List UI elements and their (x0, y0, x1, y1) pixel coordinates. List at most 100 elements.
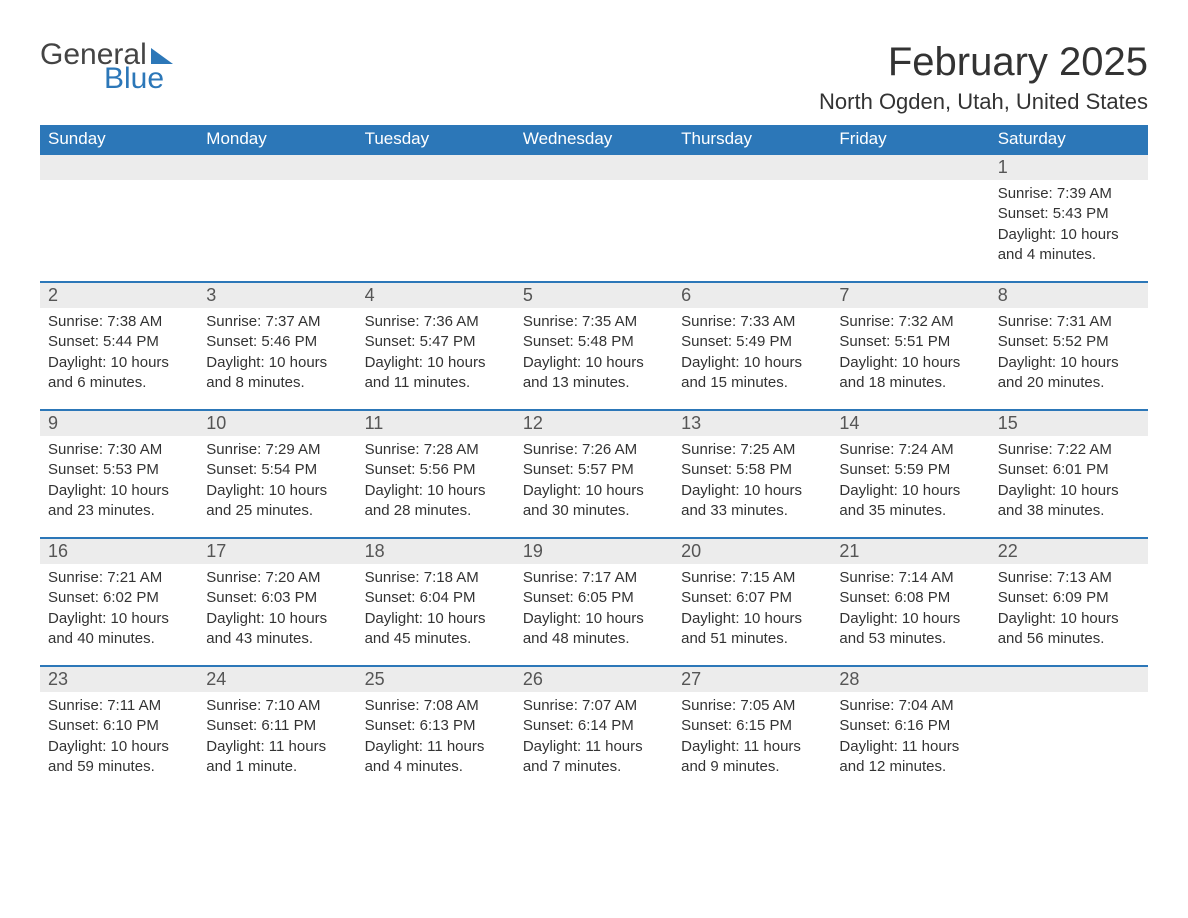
sunset-line: Sunset: 6:15 PM (681, 716, 823, 736)
daylight-line: Daylight: 10 hours and 15 minutes. (681, 353, 823, 394)
daylight-line: Daylight: 10 hours and 38 minutes. (998, 481, 1140, 522)
day-details: Sunrise: 7:25 AMSunset: 5:58 PMDaylight:… (673, 436, 831, 531)
sunrise-line: Sunrise: 7:31 AM (998, 312, 1140, 332)
calendar-empty-cell (673, 154, 831, 282)
sunset-line: Sunset: 6:16 PM (839, 716, 981, 736)
calendar-empty-cell (357, 154, 515, 282)
sunrise-line: Sunrise: 7:24 AM (839, 440, 981, 460)
calendar-day-cell: 22Sunrise: 7:13 AMSunset: 6:09 PMDayligh… (990, 538, 1148, 666)
sunset-line: Sunset: 6:02 PM (48, 588, 190, 608)
day-details: Sunrise: 7:22 AMSunset: 6:01 PMDaylight:… (990, 436, 1148, 531)
day-number: 24 (198, 667, 356, 692)
day-number (515, 155, 673, 180)
weekday-header: Monday (198, 125, 356, 154)
logo: General Blue (40, 40, 173, 94)
calendar-day-cell: 4Sunrise: 7:36 AMSunset: 5:47 PMDaylight… (357, 282, 515, 410)
calendar-day-cell: 18Sunrise: 7:18 AMSunset: 6:04 PMDayligh… (357, 538, 515, 666)
daylight-line: Daylight: 10 hours and 23 minutes. (48, 481, 190, 522)
day-number: 11 (357, 411, 515, 436)
daylight-line: Daylight: 10 hours and 11 minutes. (365, 353, 507, 394)
day-details: Sunrise: 7:20 AMSunset: 6:03 PMDaylight:… (198, 564, 356, 659)
sunrise-line: Sunrise: 7:21 AM (48, 568, 190, 588)
day-number (40, 155, 198, 180)
day-details: Sunrise: 7:35 AMSunset: 5:48 PMDaylight:… (515, 308, 673, 403)
sunrise-line: Sunrise: 7:29 AM (206, 440, 348, 460)
calendar-empty-cell (831, 154, 989, 282)
daylight-line: Daylight: 10 hours and 33 minutes. (681, 481, 823, 522)
calendar-day-cell: 14 Sunrise: 7:24 AMSunset: 5:59 PMDayligh… (831, 410, 989, 538)
weekday-header-row: SundayMondayTuesdayWednesdayThursdayFrid… (40, 125, 1148, 154)
sunrise-line: Sunrise: 7:36 AM (365, 312, 507, 332)
sunset-line: Sunset: 5:57 PM (523, 460, 665, 480)
calendar-week-row: 1Sunrise: 7:39 AMSunset: 5:43 PMDaylight… (40, 154, 1148, 282)
daylight-line: Daylight: 11 hours and 1 minute. (206, 737, 348, 778)
day-number: 21 (831, 539, 989, 564)
calendar-day-cell: 2Sunrise: 7:38 AMSunset: 5:44 PMDaylight… (40, 282, 198, 410)
title-block: February 2025 North Ogden, Utah, United … (819, 40, 1148, 115)
day-number: 4 (357, 283, 515, 308)
day-details: Sunrise: 7:07 AMSunset: 6:14 PMDaylight:… (515, 692, 673, 787)
daylight-line: Daylight: 10 hours and 35 minutes. (839, 481, 981, 522)
sunset-line: Sunset: 5:49 PM (681, 332, 823, 352)
calendar-day-cell: 12Sunrise: 7:26 AMSunset: 5:57 PMDayligh… (515, 410, 673, 538)
day-number (990, 667, 1148, 692)
day-number: 12 (515, 411, 673, 436)
calendar-day-cell: 23Sunrise: 7:11 AMSunset: 6:10 PMDayligh… (40, 666, 198, 794)
sunset-line: Sunset: 6:10 PM (48, 716, 190, 736)
sunset-line: Sunset: 6:14 PM (523, 716, 665, 736)
daylight-line: Daylight: 10 hours and 4 minutes. (998, 225, 1140, 266)
calendar-day-cell: 27Sunrise: 7:05 AMSunset: 6:15 PMDayligh… (673, 666, 831, 794)
day-details: Sunrise: 7:29 AMSunset: 5:54 PMDaylight:… (198, 436, 356, 531)
sunrise-line: Sunrise: 7:13 AM (998, 568, 1140, 588)
daylight-line: Daylight: 11 hours and 7 minutes. (523, 737, 665, 778)
sunrise-line: Sunrise: 7:04 AM (839, 696, 981, 716)
day-details: Sunrise: 7:36 AMSunset: 5:47 PMDaylight:… (357, 308, 515, 403)
sunset-line: Sunset: 6:13 PM (365, 716, 507, 736)
daylight-line: Daylight: 10 hours and 8 minutes. (206, 353, 348, 394)
sunrise-line: Sunrise: 7:35 AM (523, 312, 665, 332)
sunset-line: Sunset: 6:11 PM (206, 716, 348, 736)
daylight-line: Daylight: 10 hours and 18 minutes. (839, 353, 981, 394)
calendar-day-cell: 16Sunrise: 7:21 AMSunset: 6:02 PMDayligh… (40, 538, 198, 666)
day-details: Sunrise: 7:26 AMSunset: 5:57 PMDaylight:… (515, 436, 673, 531)
sunset-line: Sunset: 5:58 PM (681, 460, 823, 480)
daylight-line: Daylight: 11 hours and 12 minutes. (839, 737, 981, 778)
day-number: 18 (357, 539, 515, 564)
sunset-line: Sunset: 5:47 PM (365, 332, 507, 352)
day-details: Sunrise: 7:37 AMSunset: 5:46 PMDaylight:… (198, 308, 356, 403)
day-number: 27 (673, 667, 831, 692)
day-number: 10 (198, 411, 356, 436)
day-number: 14 (831, 411, 989, 436)
day-details: Sunrise: 7:08 AMSunset: 6:13 PMDaylight:… (357, 692, 515, 787)
day-number (357, 155, 515, 180)
day-number: 8 (990, 283, 1148, 308)
sunrise-line: Sunrise: 7:11 AM (48, 696, 190, 716)
calendar-week-row: 23Sunrise: 7:11 AMSunset: 6:10 PMDayligh… (40, 666, 1148, 794)
sunrise-line: Sunrise: 7:15 AM (681, 568, 823, 588)
sunset-line: Sunset: 5:54 PM (206, 460, 348, 480)
daylight-line: Daylight: 10 hours and 6 minutes. (48, 353, 190, 394)
daylight-line: Daylight: 10 hours and 13 minutes. (523, 353, 665, 394)
sunset-line: Sunset: 5:59 PM (839, 460, 981, 480)
day-details: Sunrise: 7:33 AMSunset: 5:49 PMDaylight:… (673, 308, 831, 403)
weekday-header: Thursday (673, 125, 831, 154)
day-number (198, 155, 356, 180)
calendar-day-cell: 21Sunrise: 7:14 AMSunset: 6:08 PMDayligh… (831, 538, 989, 666)
daylight-line: Daylight: 10 hours and 25 minutes. (206, 481, 348, 522)
calendar-day-cell: 10Sunrise: 7:29 AMSunset: 5:54 PMDayligh… (198, 410, 356, 538)
calendar-day-cell: 13Sunrise: 7:25 AMSunset: 5:58 PMDayligh… (673, 410, 831, 538)
sunrise-line: Sunrise: 7:17 AM (523, 568, 665, 588)
sunset-line: Sunset: 5:43 PM (998, 204, 1140, 224)
sunset-line: Sunset: 5:46 PM (206, 332, 348, 352)
day-details: Sunrise: 7:04 AMSunset: 6:16 PMDaylight:… (831, 692, 989, 787)
sunrise-line: Sunrise: 7:22 AM (998, 440, 1140, 460)
calendar-day-cell: 5Sunrise: 7:35 AMSunset: 5:48 PMDaylight… (515, 282, 673, 410)
daylight-line: Daylight: 10 hours and 45 minutes. (365, 609, 507, 650)
calendar-day-cell: 9Sunrise: 7:30 AMSunset: 5:53 PMDaylight… (40, 410, 198, 538)
calendar-empty-cell (515, 154, 673, 282)
day-number (831, 155, 989, 180)
day-details: Sunrise: 7:13 AMSunset: 6:09 PMDaylight:… (990, 564, 1148, 659)
day-number: 7 (831, 283, 989, 308)
sunset-line: Sunset: 6:05 PM (523, 588, 665, 608)
sunrise-line: Sunrise: 7:08 AM (365, 696, 507, 716)
